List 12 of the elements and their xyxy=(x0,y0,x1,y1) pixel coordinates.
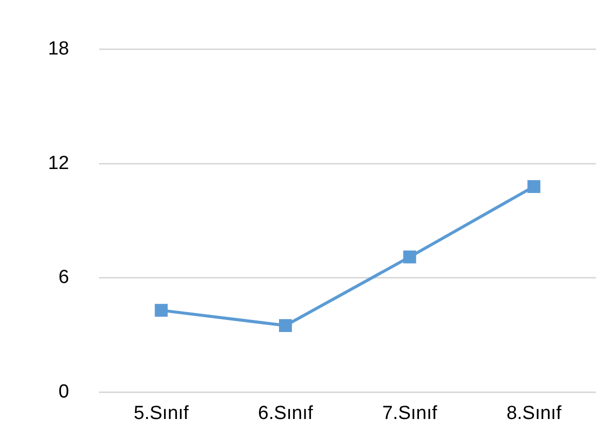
x-tick-label: 8.Sınıf xyxy=(506,402,562,424)
y-tick-label: 0 xyxy=(58,381,70,402)
x-tick-label: 5.Sınıf xyxy=(134,402,190,424)
y-tick-label: 18 xyxy=(48,38,70,60)
x-tick-label: 7.Sınıf xyxy=(382,402,438,424)
y-tick-label: 12 xyxy=(48,152,70,174)
point xyxy=(403,250,416,264)
point xyxy=(154,304,168,317)
point xyxy=(279,319,292,332)
point xyxy=(527,180,540,193)
y-tick-label: 6 xyxy=(58,267,70,288)
x-tick-label: 6.Sınıf xyxy=(258,402,314,424)
